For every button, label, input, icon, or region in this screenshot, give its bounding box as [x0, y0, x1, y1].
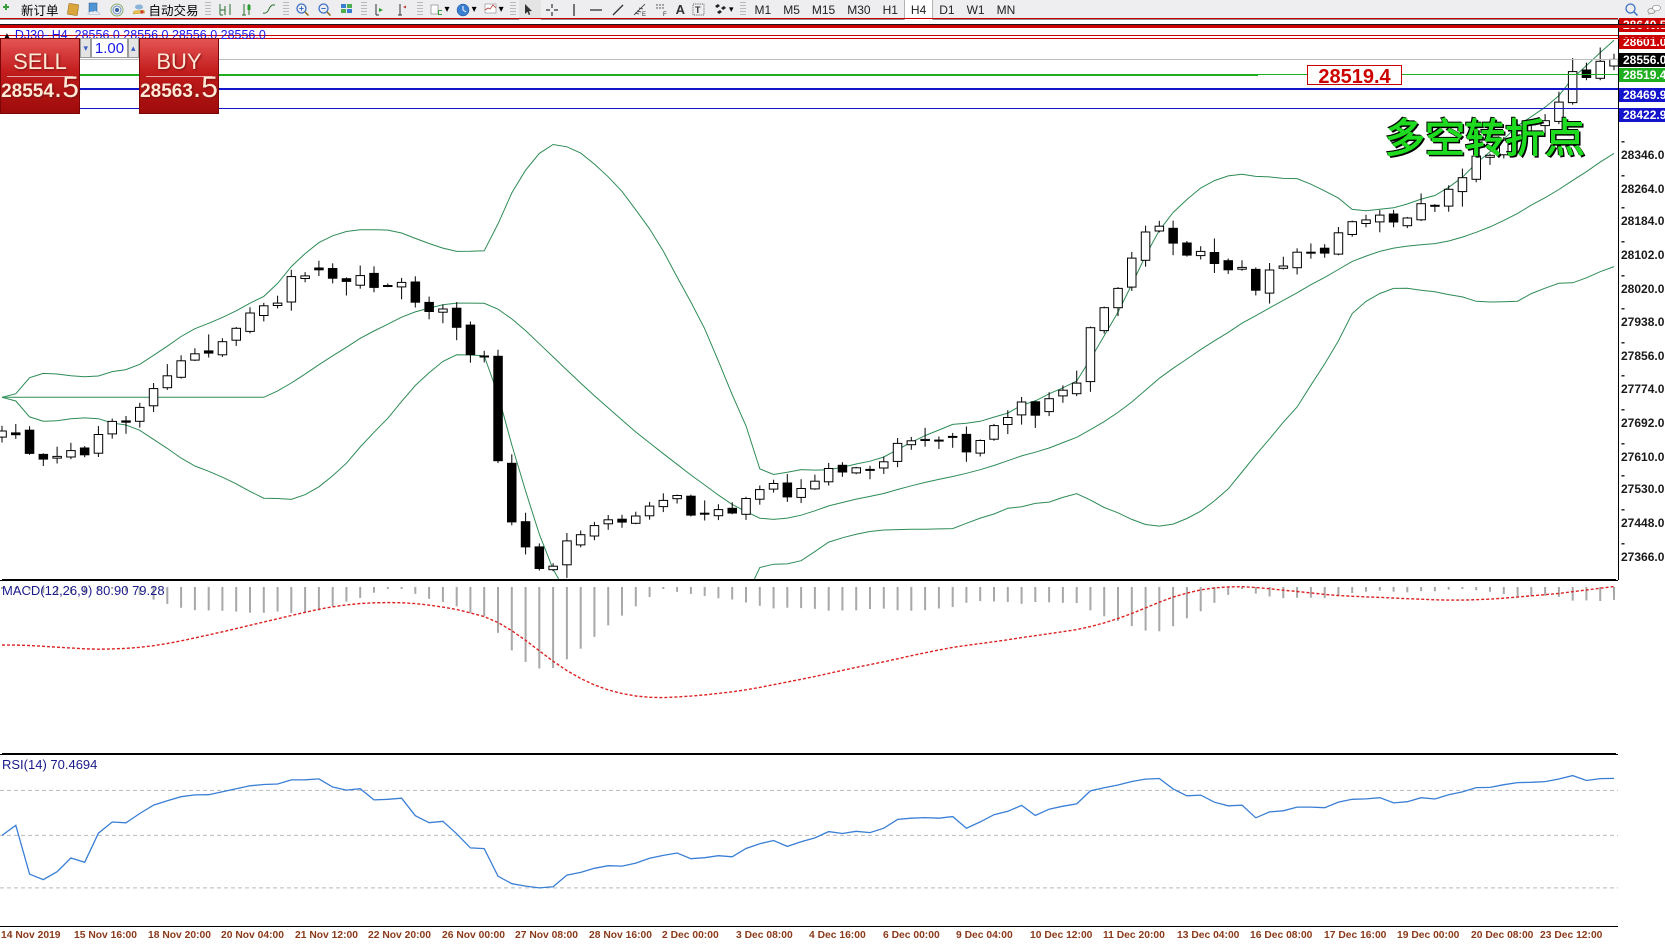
svg-text:T: T	[695, 5, 701, 15]
svg-text:E: E	[642, 12, 646, 18]
svg-text:F: F	[663, 12, 667, 18]
